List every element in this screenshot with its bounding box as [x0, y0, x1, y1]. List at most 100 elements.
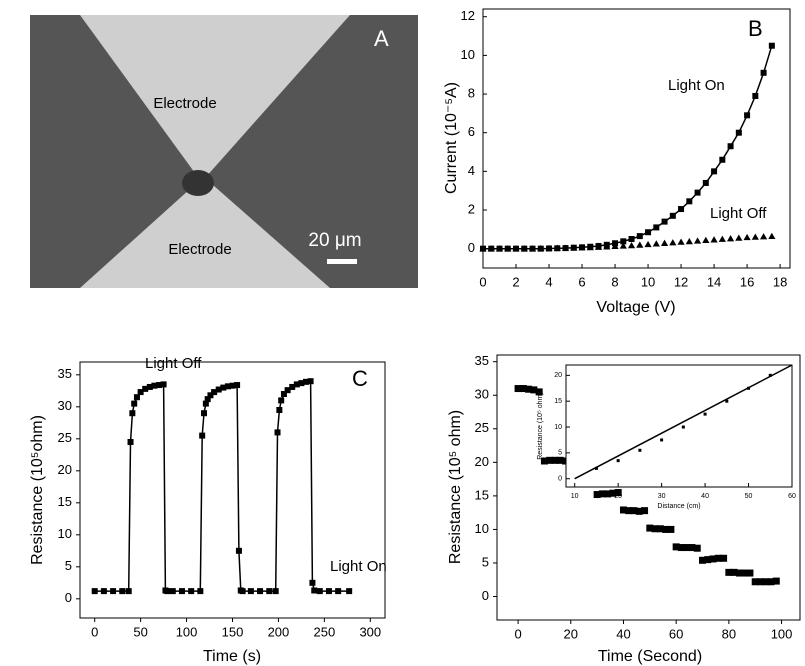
data-point [204, 396, 211, 403]
chart-panel: 0 2 4 6 8 10 12 14 16 18 0 2 4 6 8 10 12 Voltage (V) Curre… [443, 8, 791, 316]
y-tick-label: 20 [58, 462, 72, 477]
data-point [628, 236, 635, 243]
dark-region [205, 15, 418, 288]
data-point [302, 378, 309, 385]
data-point [519, 385, 527, 393]
data-point [504, 245, 512, 252]
data-point [636, 241, 644, 248]
y-tick-label: 0 [468, 240, 475, 255]
y-tick-label: 35 [58, 366, 72, 381]
data-point [619, 242, 627, 249]
data-point [512, 245, 520, 252]
data-point [307, 378, 314, 385]
x-axis-label: Time (Second) [598, 648, 702, 665]
data-point [229, 382, 236, 389]
electrode-label: Electrode [153, 95, 216, 112]
data-point [278, 397, 285, 404]
data-point [711, 168, 718, 175]
x-tick-label: 200 [268, 624, 290, 639]
data-point [735, 129, 742, 136]
data-point [593, 491, 601, 499]
x-tick-label: 4 [545, 274, 552, 289]
data-point [669, 212, 676, 219]
y-tick-label: 2 [468, 201, 475, 216]
panel-label: A [374, 26, 389, 51]
data-point [667, 525, 675, 533]
data-point [528, 245, 537, 252]
data-point [335, 588, 342, 595]
data-point [289, 383, 296, 390]
data-point [704, 556, 712, 564]
data-point [720, 554, 728, 562]
data-point [346, 588, 353, 595]
data-point [201, 410, 208, 417]
data-point [151, 382, 158, 389]
data-point [718, 235, 726, 242]
plot-frame [79, 361, 386, 619]
data-point [660, 438, 664, 442]
y-tick-label: 15 [58, 494, 72, 509]
data-point [619, 506, 627, 514]
data-point [235, 547, 242, 554]
data-point [202, 400, 209, 407]
data-point [714, 554, 722, 562]
y-axis-label: Resistance (10⁵ohm) [29, 415, 46, 565]
data-point [545, 244, 553, 252]
data-point [224, 383, 231, 390]
data-point [743, 233, 751, 241]
data-point [678, 206, 685, 213]
data-point [744, 112, 751, 119]
data-point [611, 242, 619, 250]
y-tick-label: 0 [65, 590, 72, 605]
data-point [688, 544, 696, 552]
chart-panel: 0 50 100 150 200 250 300 0 5 10 15 20 25 30 35 Time (s)… [29, 355, 387, 665]
data-point [630, 507, 638, 515]
data-point [131, 400, 138, 407]
data-point [309, 579, 316, 586]
y-tick-label: 35 [475, 353, 489, 368]
data-point [609, 489, 617, 497]
y-tick-label: 5 [65, 558, 72, 573]
x-tick-label: 6 [578, 274, 585, 289]
y-tick-label: 20 [475, 454, 489, 469]
x-tick-label: 40 [616, 626, 630, 641]
data-point [540, 457, 548, 465]
y-tick-label: 25 [475, 420, 489, 435]
data-point [146, 383, 153, 390]
data-point [137, 389, 144, 396]
x-tick-label: 50 [745, 493, 753, 500]
data-point [656, 525, 664, 533]
data-point [495, 245, 504, 252]
data-point [756, 578, 764, 586]
data-point [272, 588, 279, 595]
x-tick-label: 10 [641, 274, 655, 289]
data-point [160, 381, 167, 388]
y-tick-label: 10 [475, 521, 489, 536]
data-point [730, 568, 738, 576]
data-point [169, 588, 176, 595]
data-point [694, 189, 701, 196]
data-point [274, 429, 281, 436]
y-tick-label: 20 [554, 372, 562, 379]
data-point [702, 179, 709, 186]
x-tick-label: 60 [669, 626, 683, 641]
data-point [487, 245, 495, 252]
data-point [125, 588, 132, 595]
data-point [119, 588, 126, 595]
data-point [537, 244, 545, 252]
x-tick-label: 2 [512, 274, 519, 289]
y-tick-label: 10 [461, 47, 475, 62]
data-point [594, 243, 603, 250]
data-point [672, 543, 680, 551]
data-point [662, 525, 670, 533]
data-point [197, 588, 204, 595]
data-point [546, 456, 554, 464]
data-point [681, 425, 685, 429]
x-axis-label: Distance (cm) [657, 503, 700, 510]
data-point [768, 232, 776, 240]
y-tick-label: 15 [554, 398, 562, 405]
x-tick-label: 250 [314, 624, 336, 639]
data-point [669, 239, 677, 246]
data-point [645, 229, 652, 236]
data-point [660, 239, 669, 246]
